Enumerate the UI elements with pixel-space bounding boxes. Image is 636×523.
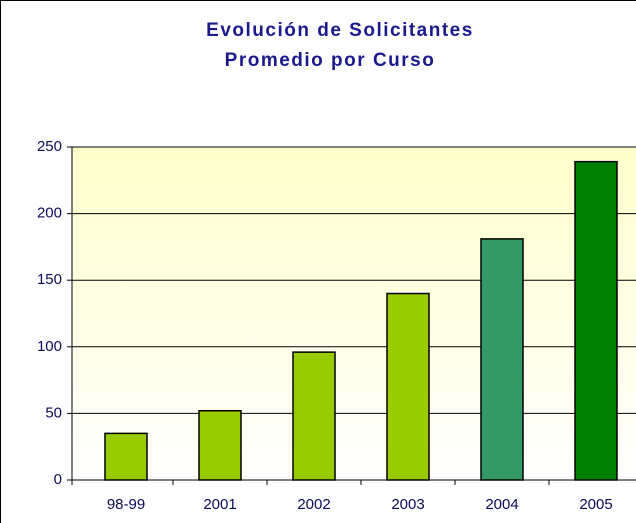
y-tick-label: 100: [37, 338, 62, 355]
chart-title: Evolución de Solicitantes: [206, 20, 474, 41]
bar: [480, 238, 524, 481]
y-tick-label: 50: [45, 404, 62, 421]
chart-title: Promedio por Curso: [225, 50, 436, 71]
x-tick-label: 2005: [579, 496, 612, 513]
x-tick-label: 2003: [391, 496, 424, 513]
y-tick-label: 150: [37, 271, 62, 288]
x-tick-label: 2001: [203, 496, 236, 513]
bar: [386, 292, 430, 481]
x-tick-label: 2004: [485, 496, 518, 513]
bar: [292, 351, 336, 481]
bar: [574, 160, 618, 481]
y-tick-label: 0: [54, 471, 62, 488]
y-tick-label: 250: [37, 138, 62, 155]
bar: [198, 409, 242, 481]
plot-area: [72, 147, 636, 480]
bar: [104, 432, 148, 481]
x-tick-label: 98-99: [107, 496, 145, 513]
x-tick-label: 2002: [297, 496, 330, 513]
y-tick-label: 200: [37, 205, 62, 222]
